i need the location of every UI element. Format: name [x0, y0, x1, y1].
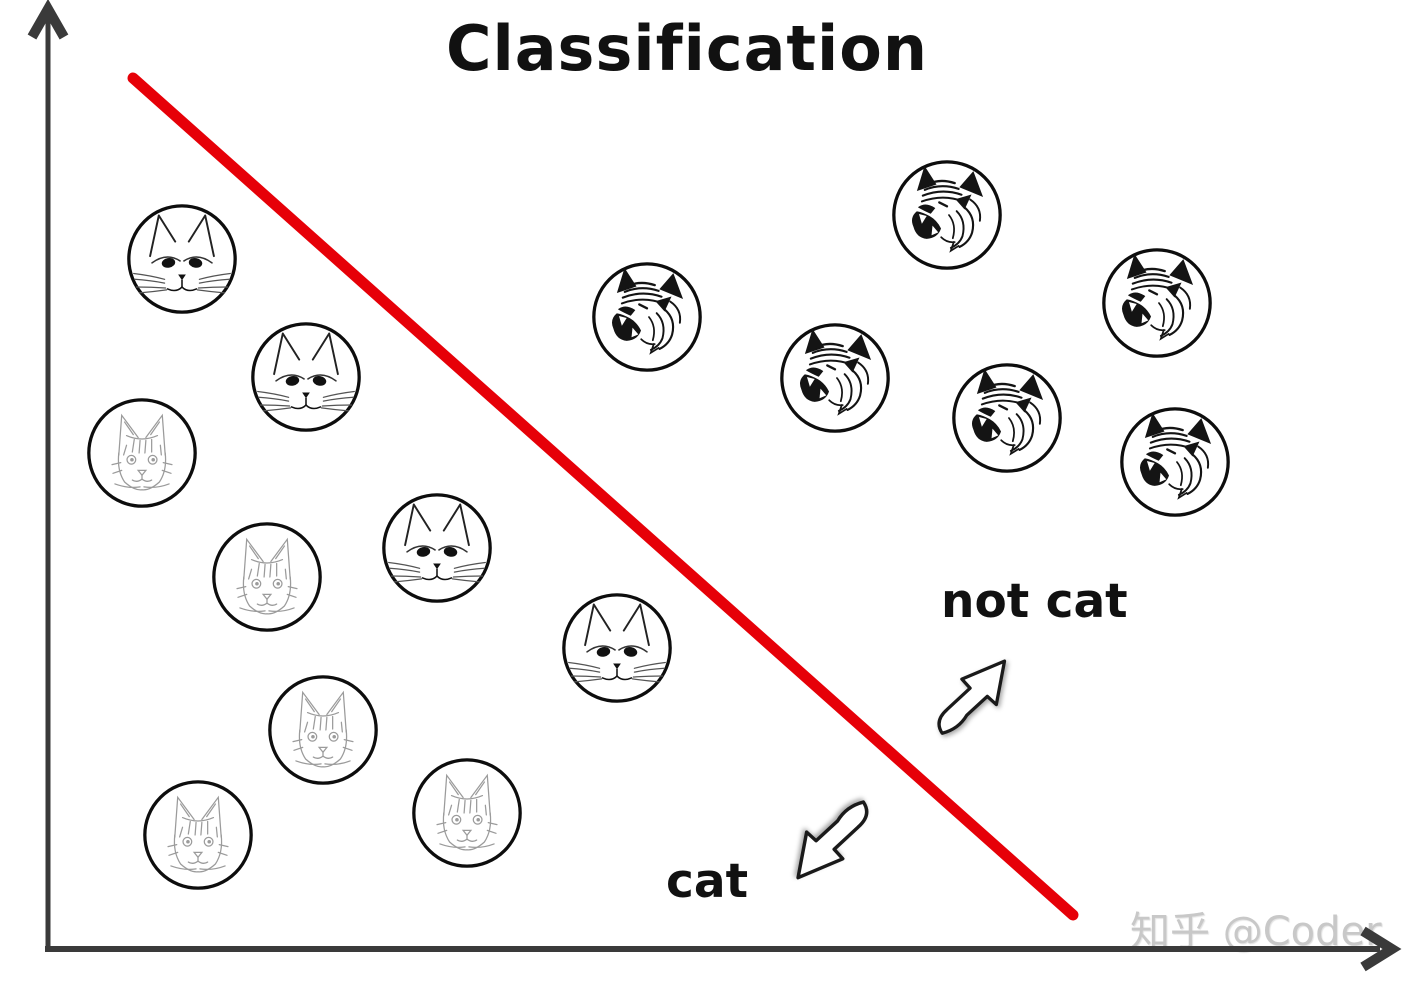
x-axis	[45, 926, 1402, 972]
data-point-cat	[382, 493, 492, 603]
data-point-not-cat	[780, 323, 890, 433]
data-point-not-cat	[952, 363, 1062, 473]
arrow-down-left-icon	[796, 800, 869, 880]
decision-boundary-line	[127, 72, 1079, 921]
page-title: Classification	[445, 12, 929, 85]
data-point-cat	[127, 204, 237, 314]
not-cat-label: not cat	[941, 574, 1128, 629]
data-point-cat	[251, 322, 361, 432]
data-point-cat	[212, 522, 322, 632]
arrow-up-right-icon	[937, 659, 1007, 735]
data-points	[87, 160, 1230, 890]
data-point-not-cat	[1120, 407, 1230, 517]
data-point-not-cat	[892, 160, 1002, 270]
data-point-cat	[412, 758, 522, 868]
data-point-cat	[87, 398, 197, 508]
data-point-cat	[143, 780, 253, 890]
data-point-cat	[268, 675, 378, 785]
data-point-not-cat	[592, 262, 702, 372]
data-point-cat	[562, 593, 672, 703]
data-point-not-cat	[1102, 248, 1212, 358]
cat-label: cat	[666, 854, 749, 909]
y-axis	[27, 0, 69, 946]
